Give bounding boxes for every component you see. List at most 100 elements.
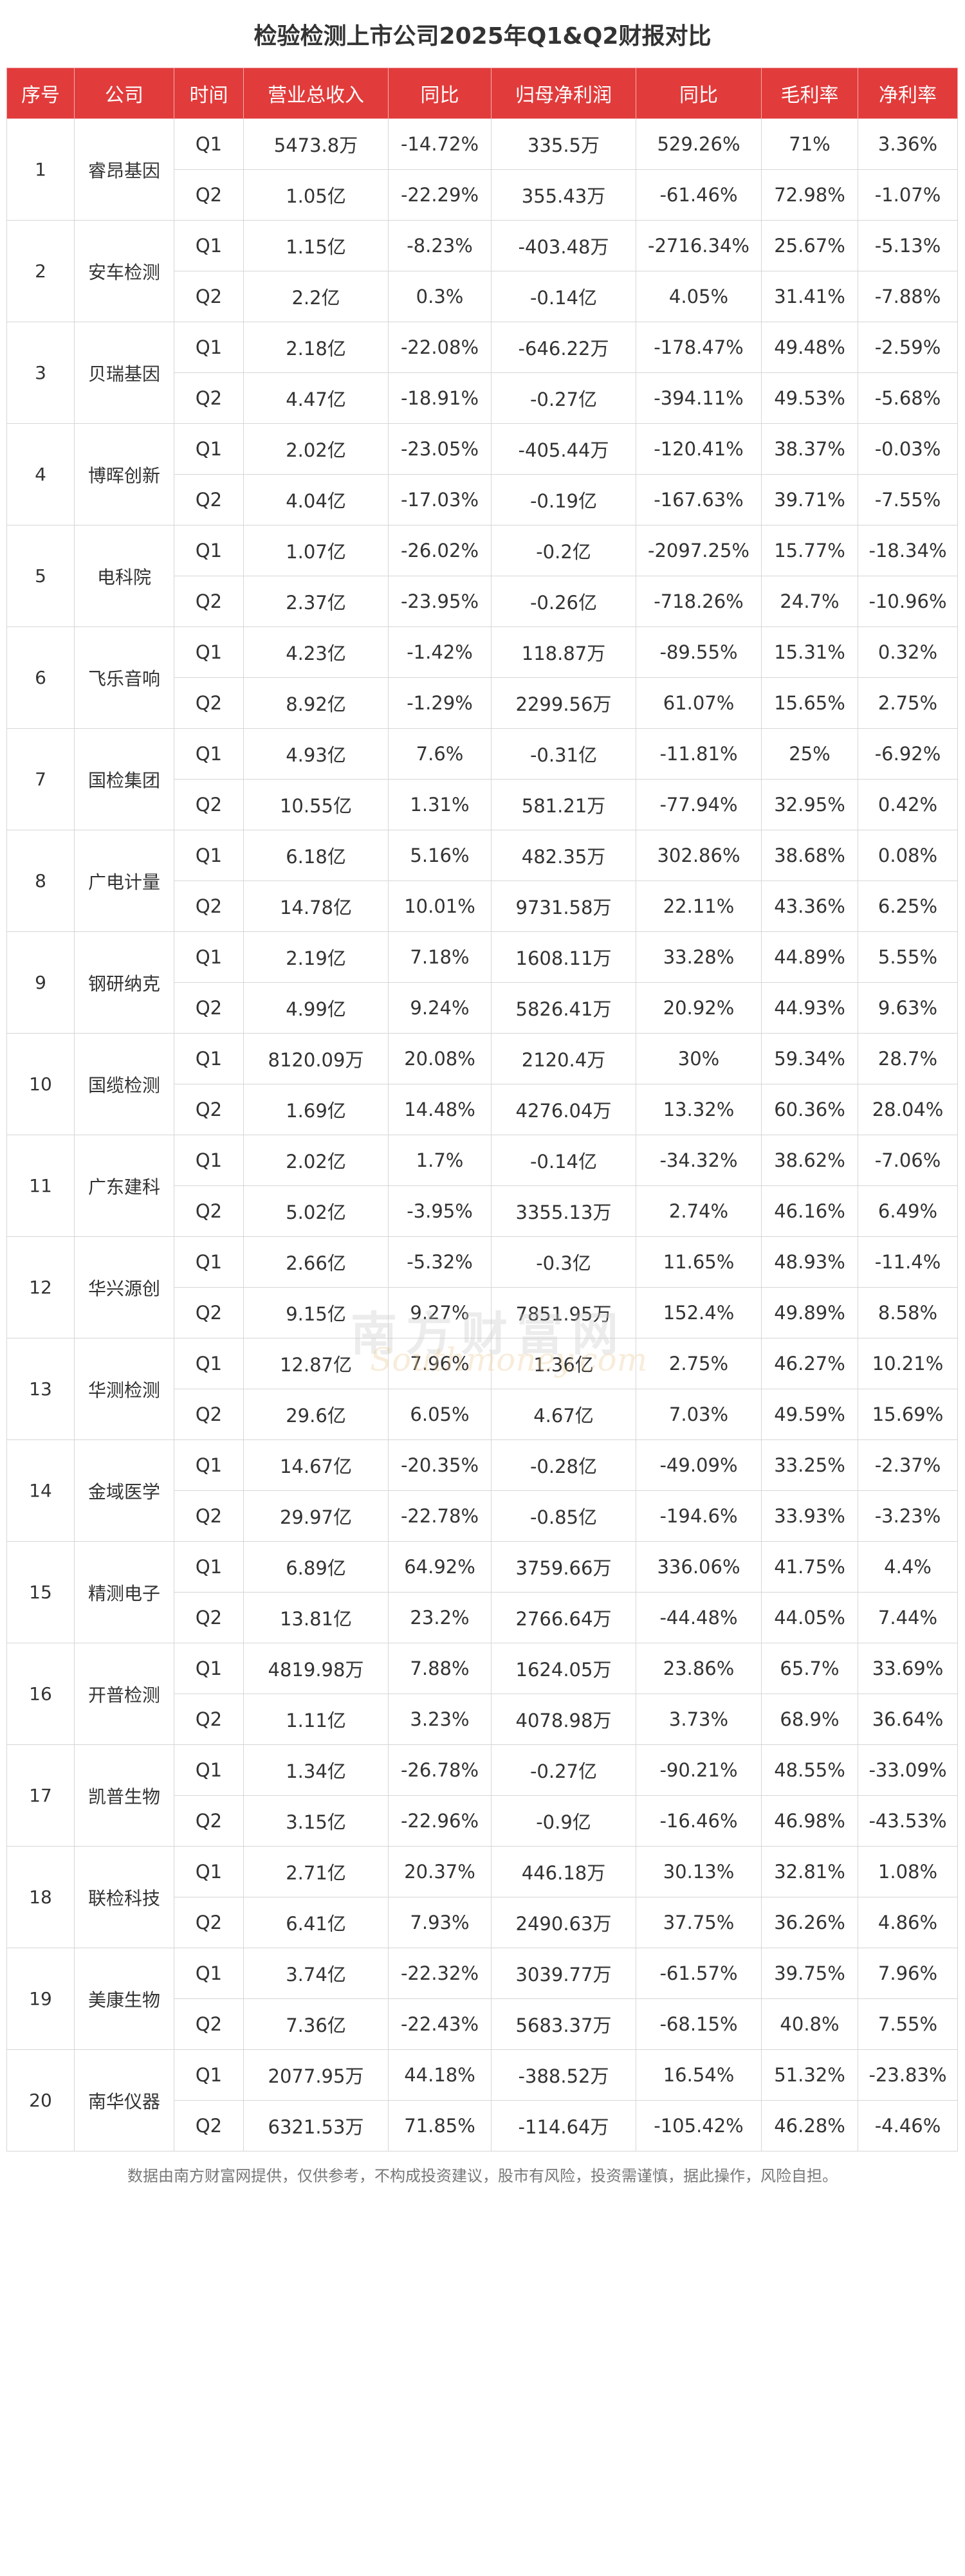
gross-margin-cell: 72.98% (761, 169, 858, 221)
revenue-yoy-cell: -20.35% (388, 1439, 492, 1491)
period-cell: Q2 (174, 677, 244, 729)
revenue-cell: 7.36亿 (243, 1998, 389, 2050)
gross-margin-cell: 40.8% (761, 1998, 858, 2050)
net-margin-cell: -5.68% (858, 372, 958, 424)
period-cell: Q2 (174, 1897, 244, 1948)
net-profit-cell: 5683.37万 (491, 1998, 636, 2050)
net-margin-cell: -4.46% (858, 2100, 958, 2151)
company-name-cell: 广电计量 (74, 830, 174, 932)
company-name-cell: 联检科技 (74, 1846, 174, 1948)
period-cell: Q2 (174, 779, 244, 830)
gross-margin-cell: 51.32% (761, 2049, 858, 2101)
net-margin-cell: 33.69% (858, 1643, 958, 1694)
gross-margin-cell: 59.34% (761, 1033, 858, 1084)
revenue-cell: 2.37亿 (243, 576, 389, 627)
period-cell: Q1 (174, 1744, 244, 1796)
gross-margin-cell: 33.25% (761, 1439, 858, 1491)
header-net-margin: 净利率 (858, 68, 958, 119)
profit-yoy-cell: 7.03% (636, 1389, 762, 1440)
seq-cell: 5 (6, 525, 75, 627)
net-profit-cell: -0.14亿 (491, 1135, 636, 1186)
profit-yoy-cell: -194.6% (636, 1490, 762, 1542)
table-row: Q2 6.41亿 7.93% 2490.63万 37.75% 36.26% 4.86% (7, 1897, 958, 1948)
gross-margin-cell: 24.7% (761, 576, 858, 627)
revenue-yoy-cell: 5.16% (388, 830, 492, 881)
gross-margin-cell: 43.36% (761, 881, 858, 932)
net-margin-cell: 9.63% (858, 982, 958, 1034)
seq-cell: 14 (6, 1439, 75, 1542)
net-profit-cell: 7851.95万 (491, 1287, 636, 1338)
table-row: 5 电科院 Q1 1.07亿 -26.02% -0.2亿 -2097.25% 15.77% -1… (6, 525, 958, 627)
net-profit-cell: 3759.66万 (491, 1541, 636, 1593)
revenue-cell: 4.04亿 (243, 474, 389, 525)
seq-cell: 4 (6, 423, 75, 525)
revenue-cell: 2.66亿 (243, 1236, 389, 1288)
profit-yoy-cell: 529.26% (636, 118, 762, 170)
revenue-yoy-cell: 7.96% (388, 1338, 492, 1389)
table-row: 18 联检科技 Q1 2.71亿 20.37% 446.18万 30.13% 32.81% 1.… (6, 1846, 958, 1948)
net-profit-cell: -0.9亿 (491, 1795, 636, 1847)
company-name-cell: 安车检测 (74, 220, 174, 322)
revenue-cell: 4.99亿 (243, 982, 389, 1034)
table-row: Q2 9.15亿 9.27% 7851.95万 152.4% 49.89% 8.58% (7, 1287, 958, 1338)
period-cell: Q1 (174, 1846, 244, 1897)
gross-margin-cell: 15.31% (761, 626, 858, 678)
profit-yoy-cell: -61.46% (636, 169, 762, 221)
revenue-yoy-cell: 0.3% (388, 271, 492, 322)
revenue-yoy-cell: -1.29% (388, 677, 492, 729)
company-name-cell: 美康生物 (74, 1948, 174, 2050)
revenue-yoy-cell: 7.6% (388, 728, 492, 780)
table-header-row: 序号 公司 时间 营业总收入 同比 归母净利润 同比 毛利率 净利率 (6, 68, 958, 119)
company-name-cell: 华兴源创 (74, 1236, 174, 1338)
header-gross-margin: 毛利率 (761, 68, 858, 119)
revenue-yoy-cell: 7.88% (388, 1643, 492, 1694)
revenue-cell: 2.18亿 (243, 322, 389, 373)
table-row: 12 华兴源创 Q1 2.66亿 -5.32% -0.3亿 11.65% 48.93% -11.… (6, 1236, 958, 1338)
seq-cell: 7 (6, 728, 75, 830)
period-cell: Q2 (174, 1998, 244, 2050)
period-cell: Q1 (174, 931, 244, 983)
net-profit-cell: -388.52万 (491, 2049, 636, 2101)
revenue-yoy-cell: 44.18% (388, 2049, 492, 2101)
gross-margin-cell: 46.16% (761, 1185, 858, 1237)
table-row: 13 华测检测 Q1 12.87亿 7.96% 1.36亿 2.75% 46.27% 10.21… (6, 1338, 958, 1440)
net-margin-cell: -7.06% (858, 1135, 958, 1186)
net-profit-cell: 118.87万 (491, 626, 636, 678)
table-row: Q2 1.11亿 3.23% 4078.98万 3.73% 68.9% 36.64% (7, 1694, 958, 1745)
revenue-cell: 1.34亿 (243, 1744, 389, 1796)
net-margin-cell: -3.23% (858, 1490, 958, 1542)
company-name-cell: 华测检测 (74, 1338, 174, 1440)
revenue-yoy-cell: -17.03% (388, 474, 492, 525)
period-cell: Q1 (174, 728, 244, 780)
table-row: 19 美康生物 Q1 3.74亿 -22.32% 3039.77万 -61.57% 39.75… (6, 1948, 958, 2050)
seq-cell: 3 (6, 322, 75, 424)
net-margin-cell: 3.36% (858, 118, 958, 170)
net-margin-cell: -6.92% (858, 728, 958, 780)
period-cell: Q1 (174, 1135, 244, 1186)
period-cell: Q2 (174, 474, 244, 525)
table-row: Q2 5.02亿 -3.95% 3355.13万 2.74% 46.16% 6.49% (7, 1185, 958, 1237)
revenue-yoy-cell: -22.78% (388, 1490, 492, 1542)
table-row: 4 博晖创新 Q1 2.02亿 -23.05% -405.44万 -120.41% 38.37… (6, 423, 958, 525)
gross-margin-cell: 46.28% (761, 2100, 858, 2151)
table-row: Q2 7.36亿 -22.43% 5683.37万 -68.15% 40.8% 7.55% (7, 1998, 958, 2050)
net-profit-cell: 2766.64万 (491, 1592, 636, 1643)
header-company: 公司 (74, 68, 174, 119)
profit-yoy-cell: -90.21% (636, 1744, 762, 1796)
net-profit-cell: 1.36亿 (491, 1338, 636, 1389)
profit-yoy-cell: -34.32% (636, 1135, 762, 1186)
profit-yoy-cell: 2.74% (636, 1185, 762, 1237)
period-cell: Q1 (174, 1541, 244, 1593)
table-row: Q2 3.15亿 -22.96% -0.9亿 -16.46% 46.98% -43.53% (7, 1795, 958, 1847)
company-name-cell: 钢研纳克 (74, 931, 174, 1034)
gross-margin-cell: 39.75% (761, 1948, 858, 1999)
period-cell: Q1 (174, 830, 244, 881)
profit-yoy-cell: 61.07% (636, 677, 762, 729)
revenue-cell: 29.6亿 (243, 1389, 389, 1440)
revenue-cell: 6.41亿 (243, 1897, 389, 1948)
gross-margin-cell: 48.93% (761, 1236, 858, 1288)
net-profit-cell: 2120.4万 (491, 1033, 636, 1084)
profit-yoy-cell: -61.57% (636, 1948, 762, 1999)
revenue-cell: 2.19亿 (243, 931, 389, 983)
company-name-cell: 睿昂基因 (74, 118, 174, 221)
